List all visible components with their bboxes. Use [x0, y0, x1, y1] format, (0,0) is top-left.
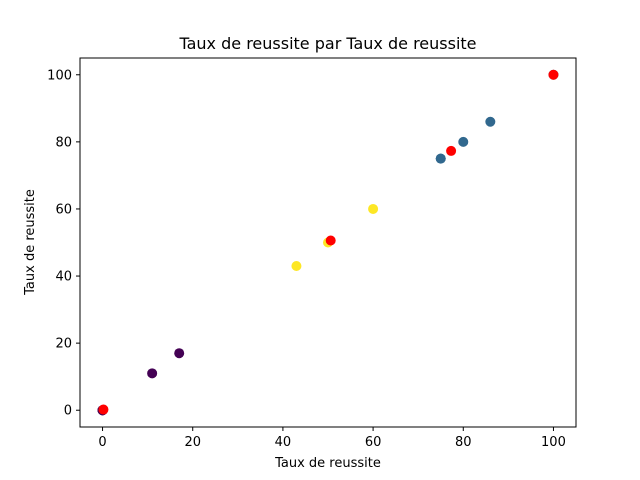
x-tick-label: 80	[455, 435, 472, 450]
y-tick-label: 80	[55, 135, 72, 150]
x-tick-label: 0	[98, 435, 106, 450]
x-tick-label: 40	[275, 435, 292, 450]
scatter-point-red	[98, 404, 109, 415]
x-tick-label: 60	[365, 435, 382, 450]
points-layer	[97, 69, 559, 416]
x-axis: 0 20 40 60 80 100	[98, 427, 566, 450]
y-tick-label: 60	[55, 202, 72, 217]
scatter-point-purple	[147, 368, 158, 379]
scatter-point-red	[325, 235, 336, 246]
scatter-point-purple	[174, 348, 185, 359]
scatter-point-red	[548, 69, 559, 80]
scatter-point-blue	[485, 116, 496, 127]
y-axis-label: Taux de reussite	[23, 189, 38, 296]
scatter-point-blue	[458, 136, 469, 147]
scatter-point-yellow	[291, 260, 302, 271]
x-axis-label: Taux de reussite	[274, 456, 381, 471]
y-tick-label: 100	[47, 68, 72, 83]
x-tick-label: 20	[184, 435, 201, 450]
scatter-point-yellow	[368, 203, 379, 214]
scatter-point-blue	[435, 153, 446, 164]
scatter-point-red	[446, 145, 457, 156]
chart-title: Taux de reussite par Taux de reussite	[178, 34, 476, 53]
y-tick-label: 20	[55, 337, 72, 352]
y-tick-label: 0	[64, 404, 72, 419]
plot-frame	[79, 57, 577, 428]
y-tick-label: 40	[55, 270, 72, 285]
y-axis: 0 20 40 60 80 100	[47, 68, 80, 419]
x-tick-label: 100	[541, 435, 566, 450]
